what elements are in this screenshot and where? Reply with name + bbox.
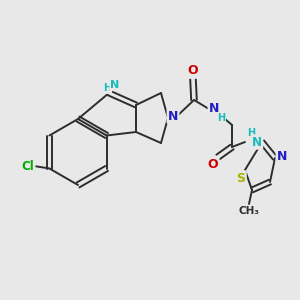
Text: N: N [209,101,219,115]
Text: N: N [252,136,262,148]
Text: Cl: Cl [22,160,34,172]
Text: H: H [217,113,225,123]
Text: O: O [188,64,198,77]
Text: O: O [208,158,218,170]
Text: N: N [168,110,178,122]
Text: S: S [236,172,245,184]
Text: N: N [110,80,120,90]
Text: CH₃: CH₃ [238,206,260,216]
Text: H: H [103,83,111,93]
Text: N: N [277,149,287,163]
Text: H: H [247,128,255,138]
